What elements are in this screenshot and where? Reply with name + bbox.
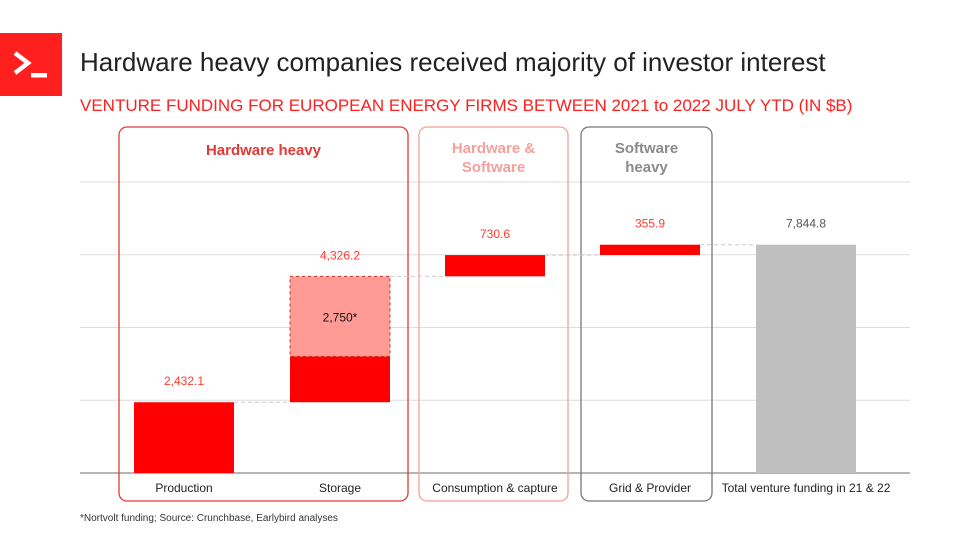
group-box-mixed bbox=[418, 126, 569, 502]
footnote: *Nortvolt funding; Source: Crunchbase, E… bbox=[80, 513, 338, 524]
bars bbox=[134, 244, 856, 473]
page-title: Hardware heavy companies received majori… bbox=[80, 47, 826, 77]
connector-lines bbox=[234, 244, 756, 403]
bar-total bbox=[756, 244, 856, 473]
group-header-software: Software bbox=[615, 140, 678, 157]
value-label: 2,432.1 bbox=[164, 374, 204, 388]
bar-2 bbox=[445, 255, 545, 277]
bar-storage-northvolt bbox=[289, 275, 391, 357]
bar-3 bbox=[600, 244, 700, 256]
group-box-software bbox=[580, 126, 713, 502]
group-header-software: heavy bbox=[625, 159, 668, 176]
group-header-hardware: Hardware heavy bbox=[206, 142, 322, 159]
value-label: 730.6 bbox=[480, 227, 510, 241]
brand-logo bbox=[0, 33, 62, 96]
group-header-mixed: Hardware & bbox=[452, 140, 536, 157]
category-label: Production bbox=[155, 481, 212, 495]
value-label: 355.9 bbox=[635, 217, 665, 231]
group-box-hardware bbox=[118, 126, 409, 502]
value-label: 7,844.8 bbox=[786, 217, 826, 231]
bar-0 bbox=[134, 402, 234, 473]
category-labels: Production Storage Consumption & capture Gr… bbox=[155, 481, 890, 495]
category-label: Storage bbox=[319, 481, 361, 495]
category-label: Total venture funding in 21 & 22 bbox=[722, 481, 891, 495]
terminal-prompt-icon bbox=[13, 50, 47, 77]
bar-storage-other bbox=[290, 356, 390, 403]
chart-subtitle: VENTURE FUNDING FOR EUROPEAN ENERGY FIRM… bbox=[80, 96, 853, 115]
data-labels: 2,750* 2,432.1 4,326.2 730.6 355.9 7,844.8 bbox=[164, 217, 826, 389]
category-label: Grid & Provider bbox=[609, 481, 691, 495]
category-label: Consumption & capture bbox=[432, 481, 558, 495]
storage-northvolt-label: 2,750* bbox=[323, 310, 358, 324]
value-label: 4,326.2 bbox=[320, 248, 360, 262]
group-boxes: Hardware heavy Hardware & Software Software… bbox=[118, 126, 713, 502]
group-header-mixed: Software bbox=[462, 159, 525, 176]
